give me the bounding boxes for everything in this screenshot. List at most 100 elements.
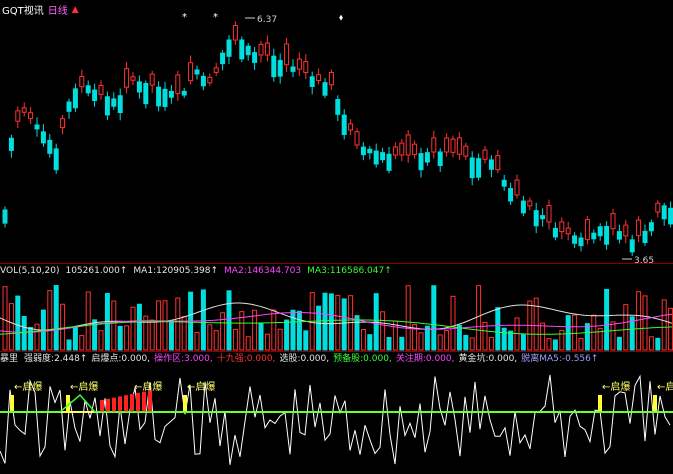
signal-marker[interactable]: ←启爆 xyxy=(183,380,215,412)
candlestick[interactable] xyxy=(104,91,110,121)
candlestick[interactable] xyxy=(8,134,14,158)
candlestick-layer[interactable] xyxy=(2,21,673,256)
volume-bar[interactable] xyxy=(136,303,142,351)
candlestick[interactable] xyxy=(207,73,213,86)
volume-bar[interactable] xyxy=(252,309,258,351)
volume-bar[interactable] xyxy=(322,292,328,351)
volume-bar[interactable] xyxy=(399,336,405,351)
candlestick[interactable] xyxy=(348,119,354,136)
volume-bar[interactable] xyxy=(380,311,386,351)
volume-bar[interactable] xyxy=(540,322,546,351)
volume-bar[interactable] xyxy=(79,335,85,351)
volume-bar[interactable] xyxy=(232,328,238,351)
volume-bar[interactable] xyxy=(629,316,635,351)
candlestick[interactable] xyxy=(578,232,584,252)
volume-bar[interactable] xyxy=(200,289,206,351)
volume-bar[interactable] xyxy=(21,315,27,351)
volume-bar[interactable] xyxy=(418,332,424,351)
candlestick[interactable] xyxy=(360,142,366,161)
volume-bar[interactable] xyxy=(341,298,347,351)
volume-bar[interactable] xyxy=(405,285,411,351)
volume-bar[interactable] xyxy=(488,336,494,351)
candlestick[interactable] xyxy=(72,83,78,112)
candlestick[interactable] xyxy=(642,224,648,246)
volume-bar[interactable] xyxy=(85,291,91,351)
volume-bar[interactable] xyxy=(437,334,443,351)
candlestick[interactable] xyxy=(322,78,328,99)
candlestick[interactable] xyxy=(655,200,661,218)
volume-bar[interactable] xyxy=(168,320,174,351)
volume-bar[interactable] xyxy=(28,326,34,351)
candlestick[interactable] xyxy=(92,83,98,107)
volume-bar[interactable] xyxy=(604,288,610,351)
volume-bar[interactable] xyxy=(296,310,302,351)
candlestick[interactable] xyxy=(284,37,290,72)
candlestick[interactable] xyxy=(661,202,667,226)
volume-bar[interactable] xyxy=(648,336,654,351)
candlestick[interactable] xyxy=(616,224,622,244)
volume-bar[interactable] xyxy=(424,325,430,351)
candlestick[interactable] xyxy=(143,80,149,109)
candlestick[interactable] xyxy=(559,217,565,240)
volume-bar[interactable] xyxy=(264,333,270,351)
volume-bar[interactable] xyxy=(328,293,334,351)
volume-bar[interactable] xyxy=(533,297,539,351)
volume-bar[interactable] xyxy=(207,324,213,351)
volume-bar[interactable] xyxy=(53,285,59,351)
candlestick[interactable] xyxy=(232,21,238,45)
candlestick[interactable] xyxy=(130,72,136,86)
candlestick[interactable] xyxy=(495,149,501,173)
candlestick[interactable] xyxy=(271,48,277,82)
volume-bar[interactable] xyxy=(111,300,117,351)
candlestick[interactable] xyxy=(629,234,635,256)
candlestick[interactable] xyxy=(296,52,302,77)
candlestick[interactable] xyxy=(34,117,40,137)
volume-bar[interactable] xyxy=(501,327,507,351)
volume-bar[interactable] xyxy=(661,299,667,351)
volume-bar[interactable] xyxy=(450,295,456,351)
volume-bar[interactable] xyxy=(354,315,360,351)
candlestick[interactable] xyxy=(341,109,347,140)
candlestick[interactable] xyxy=(597,223,603,241)
candlestick[interactable] xyxy=(53,143,59,174)
volume-bar[interactable] xyxy=(559,329,565,351)
volume-bar[interactable] xyxy=(290,309,296,351)
volume-bar[interactable] xyxy=(117,325,123,351)
volume-bar[interactable] xyxy=(162,300,168,351)
candlestick[interactable] xyxy=(373,143,379,168)
volume-bar[interactable] xyxy=(412,324,418,351)
candlestick[interactable] xyxy=(98,80,104,100)
candlestick[interactable] xyxy=(47,134,53,158)
candlestick[interactable] xyxy=(40,124,46,147)
volume-bar[interactable] xyxy=(373,293,379,351)
candlestick[interactable] xyxy=(463,142,469,160)
volume-bar[interactable] xyxy=(98,330,104,351)
volume-bar[interactable] xyxy=(482,321,488,351)
volume-bar[interactable] xyxy=(303,330,309,351)
candlestick[interactable] xyxy=(21,102,27,117)
volume-bar[interactable] xyxy=(15,295,21,351)
volume-bar[interactable] xyxy=(584,323,590,351)
volume-bar[interactable] xyxy=(156,300,162,351)
candlestick[interactable] xyxy=(367,145,373,160)
volume-bar[interactable] xyxy=(655,337,661,351)
volume-bar[interactable] xyxy=(258,322,264,351)
candlestick[interactable] xyxy=(309,71,315,95)
volume-bar[interactable] xyxy=(565,315,571,351)
candlestick[interactable] xyxy=(124,61,130,94)
candlestick[interactable] xyxy=(2,206,8,228)
volume-bar[interactable] xyxy=(124,325,130,351)
volume-bar[interactable] xyxy=(92,319,98,351)
candlestick[interactable] xyxy=(79,69,85,93)
volume-bar[interactable] xyxy=(277,328,283,351)
volume-bar[interactable] xyxy=(34,323,40,351)
volume-bar[interactable] xyxy=(239,311,245,351)
candlestick[interactable] xyxy=(399,138,405,162)
candlestick[interactable] xyxy=(28,106,34,125)
candlestick[interactable] xyxy=(264,35,270,62)
volume-bar[interactable] xyxy=(220,312,226,351)
signal-marker[interactable]: ←启爆 xyxy=(66,380,98,412)
candlestick[interactable] xyxy=(514,174,520,199)
candlestick[interactable] xyxy=(520,195,526,216)
candlestick[interactable] xyxy=(476,153,482,181)
